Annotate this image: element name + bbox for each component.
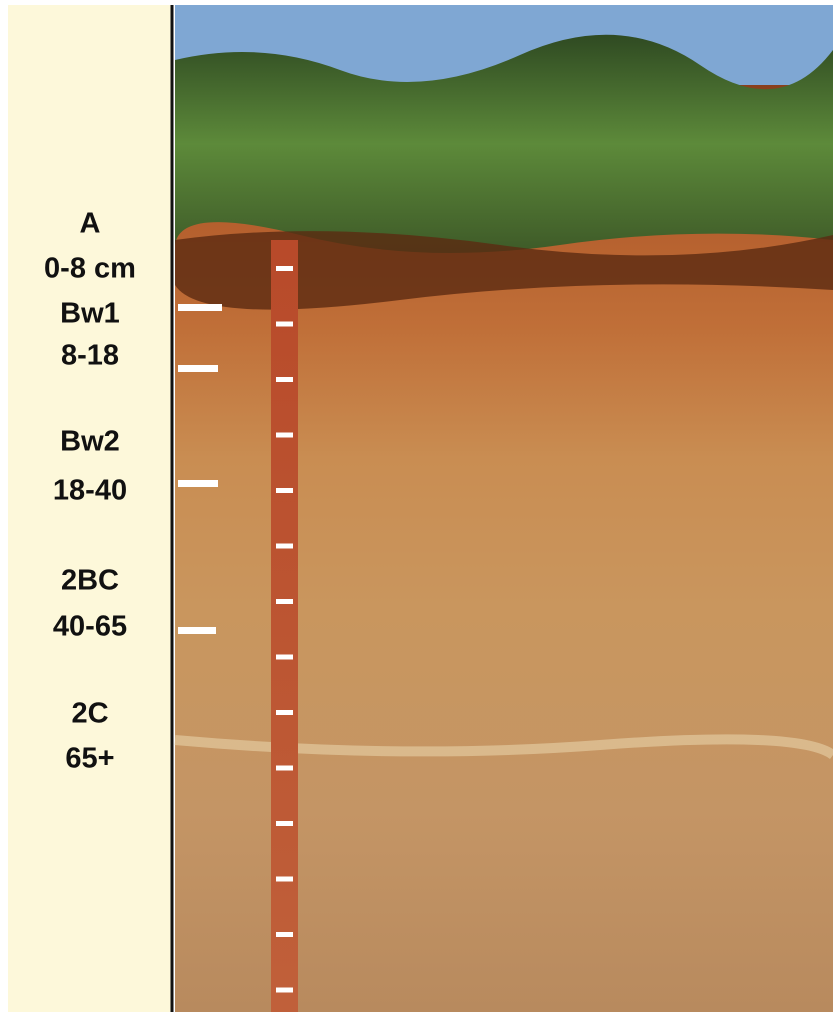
boundary-tick: [178, 627, 216, 634]
tape-mark: [276, 599, 293, 604]
horizon-name: A: [80, 208, 101, 240]
tape-mark: [276, 877, 293, 882]
tape-mark: [276, 710, 293, 715]
horizon-depth: 18-40: [53, 475, 127, 507]
horizon-name: Bw2: [60, 426, 120, 458]
boundary-tick: [178, 365, 218, 372]
label-panel: [8, 5, 173, 1012]
horizon-name: Bw1: [60, 298, 120, 330]
page: A0-8 cmBw18-18Bw218-402BC40-652C65+ (() …: [0, 0, 833, 1017]
horizon-depth: 65+: [65, 743, 114, 775]
horizon-depth: 8-18: [61, 340, 119, 372]
tape-mark: [276, 988, 293, 993]
horizon-depth: 0-8 cm: [44, 253, 136, 285]
tape-mark: [276, 544, 293, 549]
tape-mark: [276, 932, 293, 937]
boundary-tick: [178, 304, 222, 311]
measuring-tape: [271, 240, 298, 1012]
tape-mark: [276, 377, 293, 382]
horizon-name: 2C: [71, 698, 108, 730]
tape-mark: [276, 322, 293, 327]
tape-mark: [276, 433, 293, 438]
tape-mark: [276, 488, 293, 493]
boundary-tick: [178, 480, 218, 487]
horizon-name: 2BC: [61, 565, 119, 597]
tape-mark: [276, 266, 293, 271]
tape-mark: [276, 821, 293, 826]
tape-mark: [276, 655, 293, 660]
horizon-depth: 40-65: [53, 611, 127, 643]
soil-profile-figure: A 0-8 cm Bw1 8-18 Bw2 18-40 2BC 40-65 2C 65+: [0, 0, 833, 1017]
tape-mark: [276, 766, 293, 771]
